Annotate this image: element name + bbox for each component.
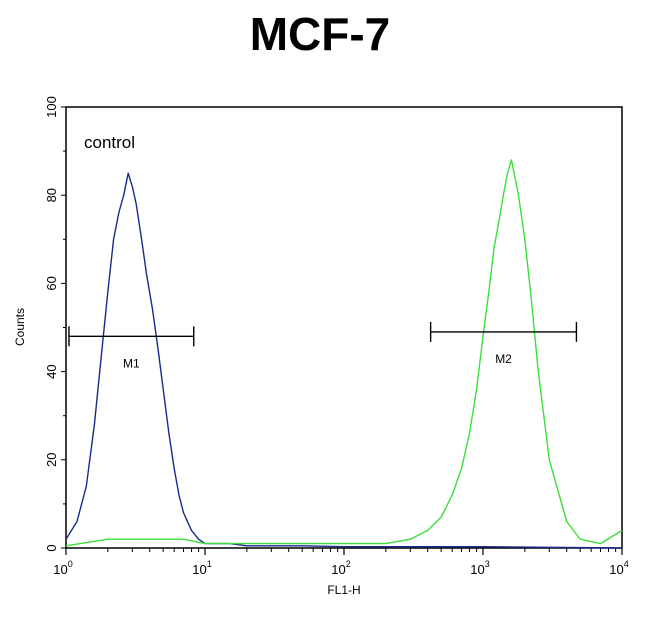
x-tick-label: 101 [192, 559, 211, 577]
y-axis-ticks: 0 20 40 60 80 100 [44, 96, 66, 552]
x-tick-label: 104 [609, 559, 628, 577]
y-tick-label: 60 [44, 276, 59, 290]
y-tick-label: 40 [44, 364, 59, 378]
histogram-series-2 [65, 159, 623, 547]
series-layer [65, 159, 623, 549]
histogram-series-1 [65, 172, 623, 549]
chart-title: MCF-7 [250, 8, 391, 60]
y-tick-label: 0 [44, 544, 59, 551]
y-tick-label: 100 [44, 96, 59, 118]
x-tick-label: 100 [53, 559, 72, 577]
x-axis-ticks: 100 101 102 103 104 [53, 548, 629, 577]
gate-marker-m2: M2 [429, 321, 578, 366]
x-tick-label: 102 [331, 559, 350, 577]
gate-markers: M1 M2 [68, 321, 578, 370]
gate-label: M1 [123, 356, 140, 370]
gate-marker-m1: M1 [68, 326, 195, 370]
gate-label: M2 [495, 352, 512, 366]
y-tick-label: 80 [44, 188, 59, 202]
y-axis-label: Counts [13, 308, 27, 346]
x-axis-label: FL1-H [327, 583, 360, 597]
plot-frame [65, 106, 623, 549]
y-tick-label: 20 [44, 453, 59, 467]
control-annotation: control [84, 133, 135, 152]
x-tick-label: 103 [470, 559, 489, 577]
